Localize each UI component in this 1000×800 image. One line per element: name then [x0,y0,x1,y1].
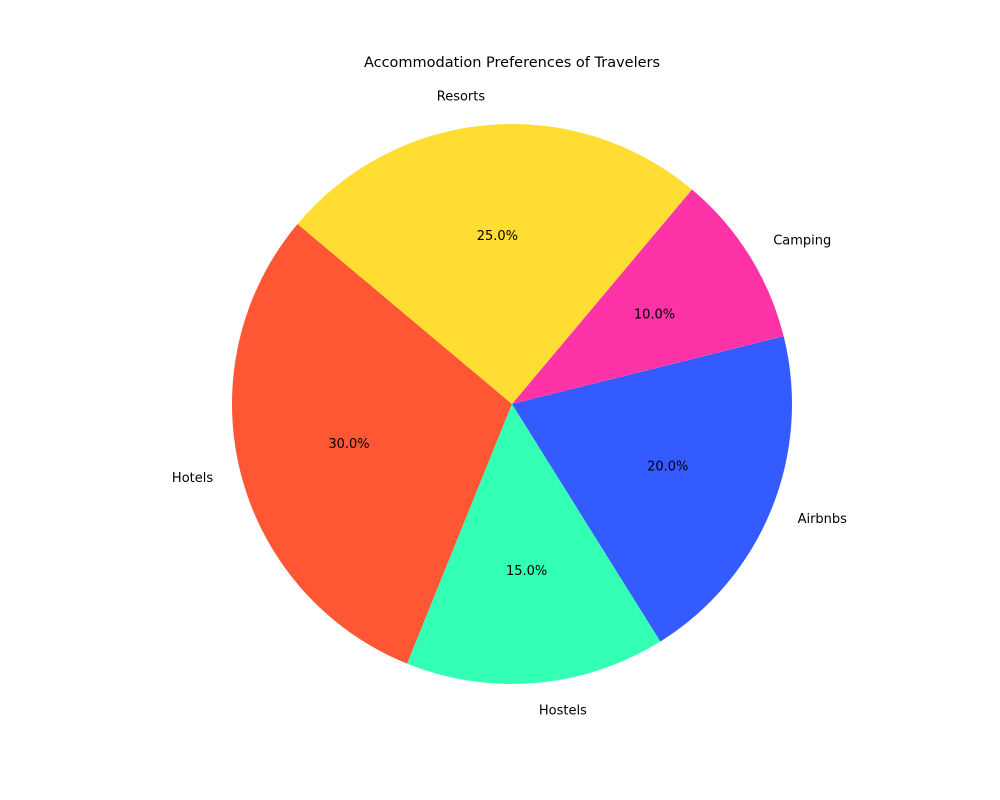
pie-slice-hostels [407,404,661,684]
pie-labels: Hotels 30.0% Hostels 15.0% Airbnbs 20.0% Campi… [172,90,847,719]
slice-label-airbnbs: Airbnbs [798,512,848,527]
chart-title: Accommodation Preferences of Travelers [364,55,660,71]
pct-label-hostels: 15.0% [506,564,547,579]
pct-label-camping: 10.0% [634,307,675,322]
slice-label-hostels: Hostels [539,703,587,718]
slice-label-resorts: Resorts [437,90,486,105]
slice-label-hotels: Hotels [172,471,213,486]
pct-label-hotels: 30.0% [328,437,369,452]
slice-label-camping: Camping [773,233,831,248]
pie-slice-camping [512,189,784,404]
pie-slice-resorts [297,124,692,405]
pct-label-resorts: 25.0% [477,229,518,244]
pct-label-airbnbs: 20.0% [647,459,688,474]
pie-slice-airbnbs [512,336,792,642]
pie-slices [232,124,792,684]
pie-slice-hotels [232,224,512,664]
